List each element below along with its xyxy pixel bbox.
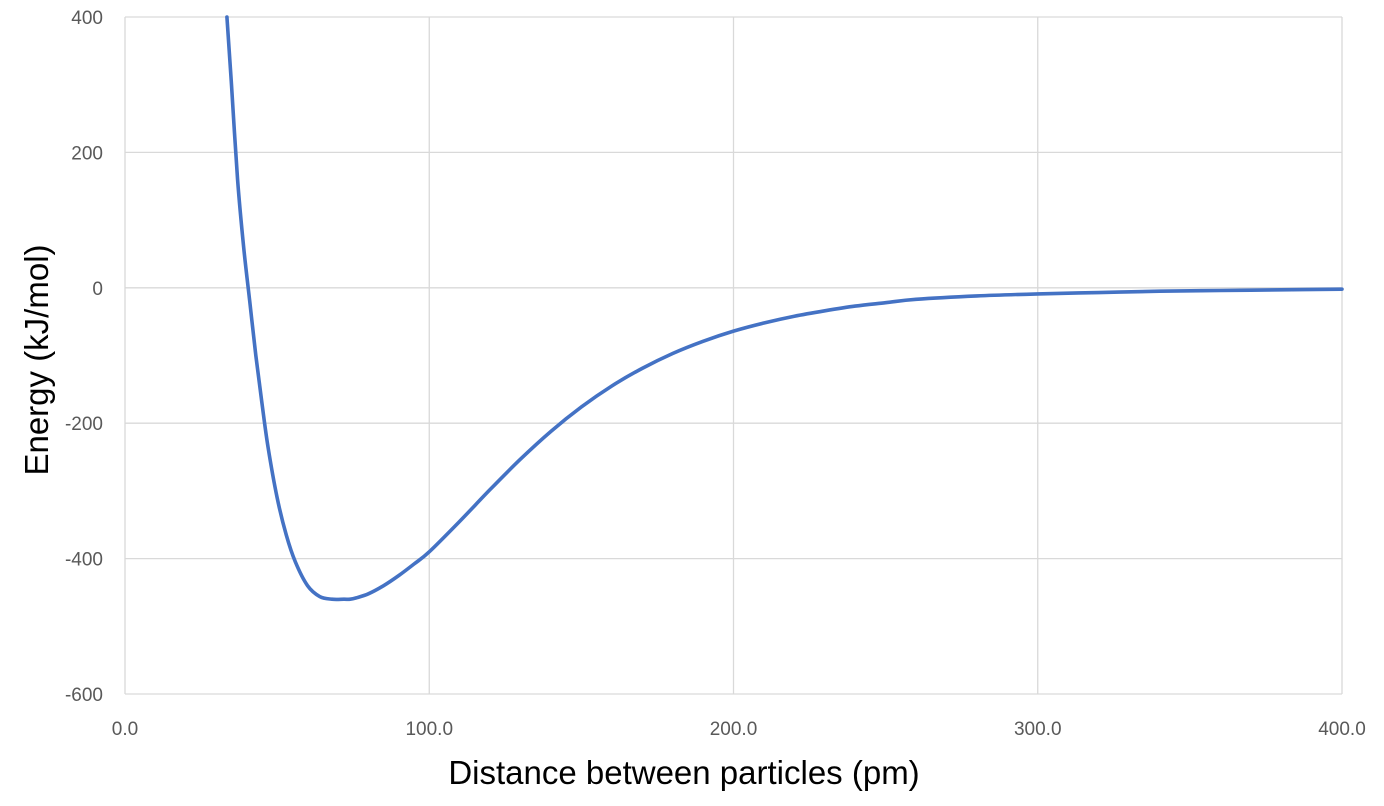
- gridlines: [125, 16, 1343, 694]
- y-tick-label: 200: [71, 143, 103, 164]
- x-tick-labels: 0.0 100.0 200.0 300.0 400.0: [112, 719, 1366, 740]
- y-tick-label: -200: [65, 414, 103, 435]
- x-tick-label: 400.0: [1318, 719, 1366, 740]
- y-tick-label: -600: [65, 685, 103, 706]
- y-tick-label: -400: [65, 550, 103, 571]
- x-axis-title: Distance between particles (pm): [448, 754, 919, 791]
- x-tick-label: 200.0: [710, 719, 758, 740]
- y-axis-title: Energy (kJ/mol): [18, 244, 55, 475]
- series-lines: [225, 15, 1344, 602]
- y-tick-label: 400: [71, 8, 103, 29]
- y-tick-labels: 400 200 0 -200 -400 -600: [65, 8, 103, 706]
- x-tick-label: 100.0: [405, 719, 453, 740]
- axes: [124, 17, 1342, 695]
- x-tick-label: 300.0: [1014, 719, 1062, 740]
- x-tick-label: 0.0: [112, 719, 138, 740]
- y-tick-label: 0: [92, 279, 103, 300]
- series-line: [225, 15, 1344, 602]
